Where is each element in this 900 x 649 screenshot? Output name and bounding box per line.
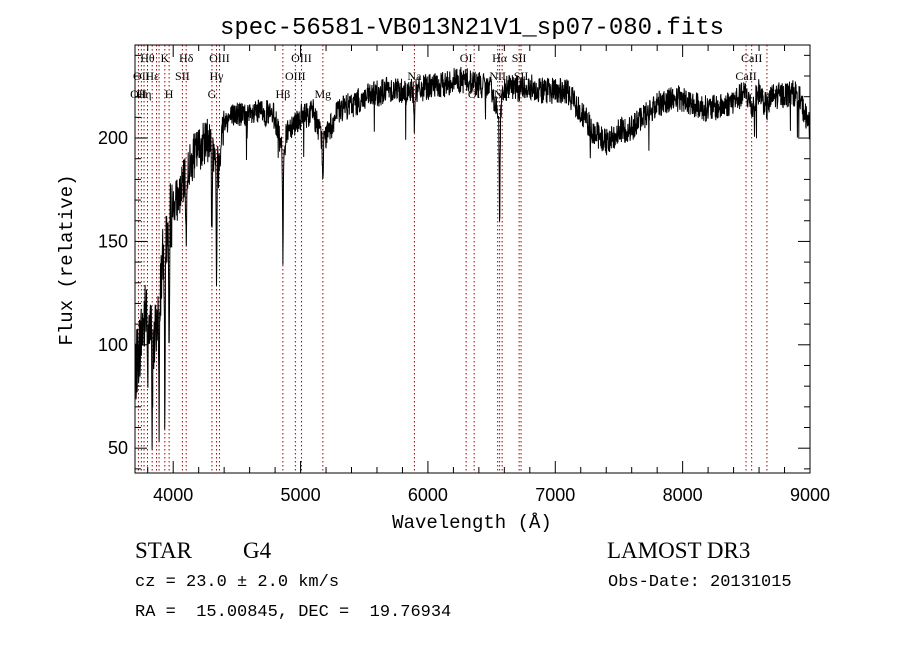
survey-name: LAMOST DR3 [607, 538, 751, 563]
x-tick-label: 9000 [790, 485, 830, 505]
y-tick-label: 100 [98, 335, 128, 355]
y-axis-label: Flux (relative) [56, 174, 78, 345]
spectral-line-label-18: Na [407, 69, 422, 83]
flux-line [135, 66, 810, 450]
x-axis-label: Wavelength (Å) [392, 512, 552, 534]
y-axis: 50 100 150 200 [98, 54, 810, 470]
x-axis: 4000 5000 6000 7000 8000 9000 [147, 45, 830, 505]
spectral-line-label-27: CaII [741, 51, 762, 65]
spectral-line-label-24: SII [512, 51, 527, 65]
x-tick-label: 8000 [663, 485, 703, 505]
spectral-line-label-11: G [208, 87, 217, 101]
spectral-line-label-12: Hγ [210, 69, 225, 83]
chart-title: spec-56581-VB013N21V1_sp07-080.fits [220, 15, 724, 42]
x-tick-label: 5000 [281, 485, 321, 505]
object-class: STAR [135, 538, 192, 563]
spectral-line-label-21: NII [489, 69, 506, 83]
y-tick-label: 150 [98, 231, 128, 251]
spectral-line-label-14: Hβ [275, 87, 290, 101]
spectral-line-label-13: OIII [209, 51, 230, 65]
flux-series [135, 66, 810, 450]
spectral-line-label-4: Hε [145, 69, 159, 83]
plot-frame [134, 44, 811, 474]
redshift-readout: cz = 23.0 ± 2.0 km/s [135, 573, 340, 592]
spectral-line-label-1: OII [133, 69, 150, 83]
spectral-line-label-2: Hη [137, 87, 152, 101]
x-tick-label: 6000 [408, 485, 448, 505]
object-subclass: G4 [243, 538, 272, 563]
spectral-line-label-9: SII [175, 69, 190, 83]
y-tick-label: 50 [108, 438, 128, 458]
x-tick-label: 7000 [535, 485, 575, 505]
spectral-line-label-10: Hδ [179, 51, 194, 65]
spectral-line-label-16: OIII [291, 51, 312, 65]
spectral-line-label-3: Hθ [140, 51, 155, 65]
y-tick-label: 200 [98, 128, 128, 148]
obs-date: Obs-Date: 20131015 [608, 573, 792, 592]
spectral-line-label-0: OII [130, 87, 147, 101]
spectral-line-label-17: Mg [315, 87, 332, 101]
spectral-line-label-7: K [160, 51, 169, 65]
spectral-line-label-19: OI [460, 51, 473, 65]
coordinates: RA = 15.00845, DEC = 19.76934 [135, 603, 452, 622]
spectral-line-label-26: CaII [735, 69, 756, 83]
spectral-line-label-15: OIII [285, 69, 306, 83]
x-tick-label: 4000 [153, 485, 193, 505]
spectral-line-label-22: Hα [492, 51, 508, 65]
spectral-line-label-8: H [165, 87, 174, 101]
